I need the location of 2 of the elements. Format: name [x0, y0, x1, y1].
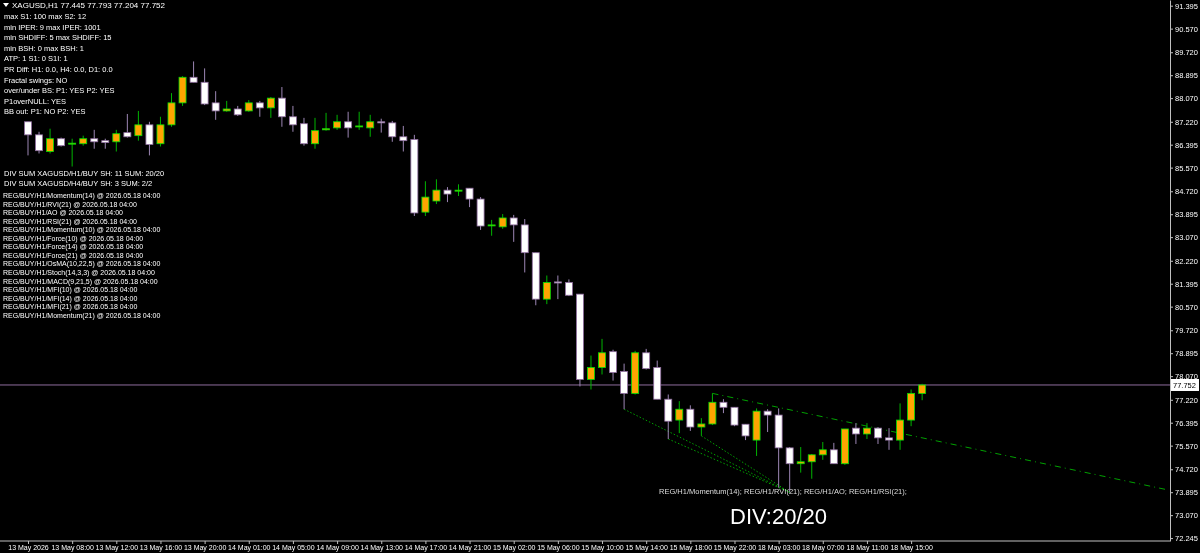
chart-title: XAGUSD,H1 77.445 77.793 77.204 77.752	[12, 1, 166, 10]
annotation: DIV:20/20	[730, 504, 828, 529]
